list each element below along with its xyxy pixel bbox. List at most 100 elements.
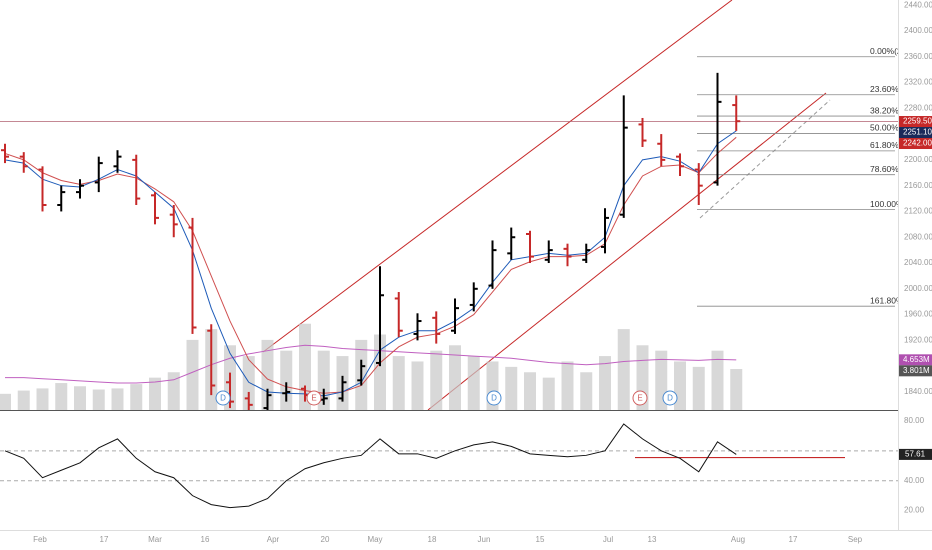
- y-tick-label: 1840.00: [904, 387, 932, 396]
- channel-dashed: [699, 99, 831, 219]
- x-tick-label: Aug: [731, 535, 745, 544]
- y-tick-label: 2360.00: [904, 52, 932, 61]
- volume-bar: [374, 334, 386, 410]
- fib-label: 38.20%(22: [870, 105, 911, 115]
- fib-label: 161.80%(1: [870, 295, 911, 305]
- volume-bar: [467, 356, 480, 410]
- x-tick-label: Apr: [267, 535, 280, 544]
- event-marker: [215, 390, 231, 406]
- event-label: E: [311, 394, 316, 403]
- price-tag-label: 2242.00: [903, 139, 932, 148]
- event-label: E: [637, 394, 642, 403]
- x-tick-label: Sep: [848, 535, 863, 544]
- volume-bar: [505, 366, 518, 410]
- price-pane: 0.00%(235 23.60%(23 38.20%(22 50.00%(22 61.8…: [0, 46, 911, 410]
- volume-bar: [524, 372, 536, 410]
- y-tick-label: 2320.00: [904, 78, 932, 87]
- volume-bar: [542, 377, 555, 410]
- y-tick-label: 2040.00: [904, 258, 932, 267]
- volume-bar: [617, 329, 630, 410]
- volume-bar: [449, 345, 461, 410]
- y-tick-label: 1960.00: [904, 310, 932, 319]
- volume-bar: [167, 372, 180, 410]
- volume-bar: [561, 361, 574, 410]
- y-tick-label: 2280.00: [904, 103, 932, 112]
- volume-bar: [242, 356, 255, 410]
- y-tick-label: 1920.00: [904, 335, 932, 344]
- fib-label: 23.60%(23: [870, 84, 911, 94]
- fib-label: 100.00%(2: [870, 199, 911, 209]
- event-marker: [662, 390, 678, 406]
- volume-bar: [730, 369, 743, 410]
- event-marker: [632, 390, 648, 406]
- volume-bar: [92, 389, 105, 410]
- fib-label: 0.00%(235: [870, 46, 911, 56]
- x-tick-label: 20: [321, 535, 330, 544]
- volume-bar: [580, 372, 593, 410]
- x-tick-label: Jul: [603, 535, 613, 544]
- fib-label: 61.80%(22: [870, 140, 911, 150]
- rsi-tick-label: 80.00: [904, 416, 925, 425]
- x-tick-label: 17: [100, 535, 109, 544]
- volume-bar: [599, 356, 611, 410]
- fib-label: 78.60%(21: [870, 164, 911, 174]
- price-tag: [899, 127, 932, 139]
- x-tick-label: 17: [789, 535, 798, 544]
- rsi-pane: [0, 423, 898, 509]
- volume-bar: [711, 350, 724, 410]
- volume-bar: [130, 384, 143, 410]
- x-tick-label: May: [367, 535, 382, 544]
- volume-bar: [36, 388, 49, 410]
- volume-bar: [149, 377, 161, 410]
- volume-bar: [392, 356, 405, 410]
- y-tick-label: 2200.00: [904, 155, 932, 164]
- volume-bar: [692, 366, 705, 410]
- x-tick-label: 16: [201, 535, 210, 544]
- event-label: D: [491, 394, 497, 403]
- ma-fast: [4, 130, 737, 397]
- event-marker: [486, 390, 502, 406]
- volume-tag: [899, 354, 932, 366]
- price-tag-label: 2259.50: [903, 117, 932, 126]
- volume-bar: [111, 388, 124, 410]
- rsi-tag: [899, 448, 932, 460]
- x-tick-label: 18: [428, 535, 437, 544]
- y-tick-label: 2080.00: [904, 232, 932, 241]
- volume-tag-label: 4.653M: [903, 355, 930, 364]
- volume-bar: [411, 361, 424, 410]
- channel-upper: [262, 0, 733, 353]
- volume-bar: [280, 350, 293, 410]
- rsi-tag-label: 57.61: [905, 450, 926, 459]
- volume-bar: [430, 350, 443, 410]
- price-tag: [899, 138, 932, 150]
- x-tick-label: Feb: [33, 535, 47, 544]
- fib-label: 50.00%(22: [870, 123, 911, 133]
- x-tick-label: 13: [648, 535, 657, 544]
- ma-slow: [4, 136, 737, 394]
- x-tick-label: Jun: [478, 535, 491, 544]
- x-tick-label: 15: [536, 535, 545, 544]
- event-label: D: [667, 394, 673, 403]
- volume-ma: [5, 344, 737, 384]
- event-label: D: [220, 394, 226, 403]
- volume-bar: [74, 386, 86, 410]
- volume-bar: [0, 393, 11, 410]
- rsi-line: [4, 423, 737, 509]
- y-tick-label: 2400.00: [904, 26, 932, 35]
- event-marker: [306, 390, 322, 406]
- price-tag-label: 2251.10: [903, 128, 932, 137]
- price-tag: [899, 116, 932, 128]
- x-tick-label: Mar: [148, 535, 162, 544]
- volume-tag: [899, 365, 932, 377]
- y-tick-label: 2440.00: [904, 0, 932, 9]
- rsi-tick-label: 40.00: [904, 476, 925, 485]
- volume-tag-label: 3.801M: [903, 366, 930, 375]
- axes: 2440.00 2400.00 2360.00 2320.00 2280.00 2200.…: [33, 0, 932, 544]
- volume-bar: [55, 383, 68, 410]
- rsi-tick-label: 20.00: [904, 506, 925, 515]
- y-tick-label: 2160.00: [904, 181, 932, 190]
- volume-bar: [186, 339, 199, 410]
- y-tick-label: 2000.00: [904, 284, 932, 293]
- y-tick-label: 2120.00: [904, 207, 932, 216]
